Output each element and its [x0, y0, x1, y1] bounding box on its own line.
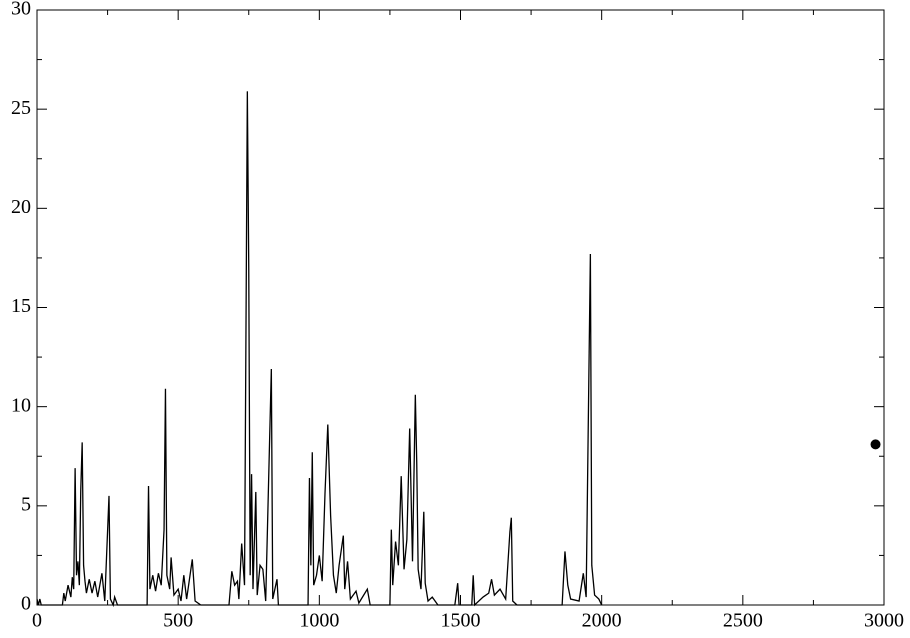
data-line — [36, 91, 603, 608]
x-tick-label: 3000 — [864, 610, 904, 632]
y-tick-label: 10 — [11, 394, 31, 416]
x-tick-label: 1000 — [299, 610, 339, 632]
x-tick-label: 1500 — [441, 610, 481, 632]
x-tick-label: 2500 — [723, 610, 763, 632]
y-tick-label: 30 — [11, 0, 31, 20]
y-tick-label: 0 — [21, 593, 31, 615]
x-tick-label: 500 — [163, 610, 193, 632]
y-tick-label: 25 — [11, 97, 31, 119]
y-tick-label: 5 — [21, 493, 31, 515]
x-tick-label: 0 — [32, 610, 42, 632]
data-point — [870, 439, 881, 450]
y-tick-label: 15 — [11, 295, 31, 317]
x-tick-label: 2000 — [582, 610, 622, 632]
y-tick-label: 20 — [11, 196, 31, 218]
